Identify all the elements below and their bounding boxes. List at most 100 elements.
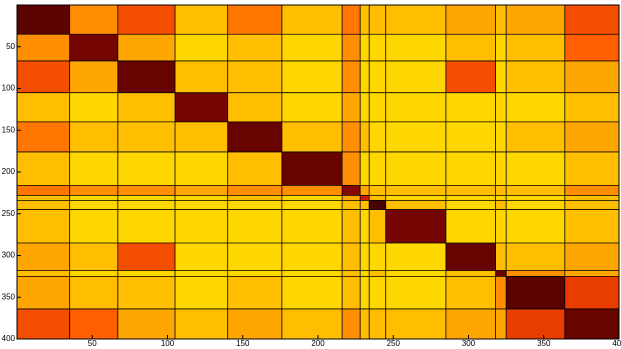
cell-block — [17, 185, 70, 196]
cell-block — [445, 308, 496, 339]
cell-block — [495, 5, 507, 35]
cell-block — [495, 276, 507, 309]
cell-block — [385, 5, 446, 35]
cell-block — [227, 276, 282, 309]
cell-block — [445, 209, 496, 243]
cell-block — [227, 242, 282, 271]
cell-block — [360, 209, 370, 243]
cell-block — [445, 195, 496, 201]
cell-block — [281, 34, 343, 61]
cell-block — [385, 195, 446, 201]
cell-block — [360, 276, 370, 309]
cell-block — [564, 34, 619, 61]
cell-block — [506, 34, 565, 61]
cell-block — [506, 195, 565, 201]
cell-block — [342, 200, 361, 210]
x-tick-label: 150 — [236, 339, 250, 348]
cell-block — [360, 195, 370, 201]
cell-block — [495, 185, 507, 196]
cell-block — [342, 121, 361, 152]
cell-block — [385, 92, 446, 122]
cell-block — [360, 185, 370, 196]
cell-block — [281, 92, 343, 122]
y-tick-label: 400 — [2, 334, 16, 343]
cell-block — [17, 92, 70, 122]
cell-block — [445, 270, 496, 277]
cell-block — [564, 121, 619, 152]
cell-block — [342, 209, 361, 243]
cell-block — [506, 92, 565, 122]
cell-block — [495, 270, 507, 277]
cell-block — [69, 5, 118, 35]
cell-block — [227, 270, 282, 277]
cell-block — [495, 60, 507, 93]
cell-block — [369, 308, 386, 339]
cell-block — [495, 121, 507, 152]
cell-block — [445, 200, 496, 210]
cell-block — [385, 200, 446, 210]
cell-block — [342, 270, 361, 277]
cell-block — [117, 185, 176, 196]
cell-block — [281, 209, 343, 243]
cell-block — [564, 60, 619, 93]
cell-block — [342, 185, 361, 196]
cell-block — [564, 195, 619, 201]
cell-block — [227, 209, 282, 243]
cell-block — [227, 200, 282, 210]
cell-block — [117, 5, 176, 35]
cell-block — [69, 200, 118, 210]
cell-block — [17, 5, 70, 35]
cell-block — [369, 270, 386, 277]
cell-block — [175, 34, 228, 61]
cell-block — [506, 185, 565, 196]
cell-block — [360, 92, 370, 122]
cell-block — [17, 34, 70, 61]
cell-block — [360, 308, 370, 339]
cell-block — [369, 242, 386, 271]
cell-block — [227, 308, 282, 339]
cell-block — [281, 60, 343, 93]
cell-block — [69, 308, 118, 339]
cell-block — [69, 270, 118, 277]
cell-block — [445, 121, 496, 152]
cell-block — [495, 151, 507, 186]
cell-block — [506, 270, 565, 277]
cell-block — [69, 34, 118, 61]
cell-block — [369, 151, 386, 186]
cell-block — [17, 242, 70, 271]
cell-block — [506, 209, 565, 243]
cell-block — [495, 195, 507, 201]
cell-block — [360, 270, 370, 277]
cell-block — [495, 209, 507, 243]
cell-block — [117, 200, 176, 210]
cell-block — [175, 121, 228, 152]
cell-block — [175, 242, 228, 271]
cell-block — [342, 60, 361, 93]
cell-block — [445, 151, 496, 186]
cell-block — [117, 308, 176, 339]
cell-block — [69, 60, 118, 93]
cell-block — [117, 195, 176, 201]
cell-block — [117, 60, 176, 93]
cell-block — [445, 60, 496, 93]
cell-block — [227, 92, 282, 122]
y-tick-label: 150 — [2, 125, 16, 134]
x-tick-label: 50 — [88, 339, 97, 348]
x-tick-label: 100 — [161, 339, 175, 348]
cell-block — [385, 209, 446, 243]
cell-block — [385, 121, 446, 152]
cell-block — [564, 92, 619, 122]
cell-block — [117, 121, 176, 152]
cell-block — [117, 270, 176, 277]
cell-block — [342, 34, 361, 61]
cell-block — [506, 242, 565, 271]
cell-block — [227, 60, 282, 93]
cell-block — [369, 276, 386, 309]
x-tick-label: 200 — [311, 339, 325, 348]
cell-block — [506, 121, 565, 152]
cell-block — [17, 308, 70, 339]
cell-block — [227, 185, 282, 196]
cell-block — [281, 200, 343, 210]
cell-block — [385, 270, 446, 277]
